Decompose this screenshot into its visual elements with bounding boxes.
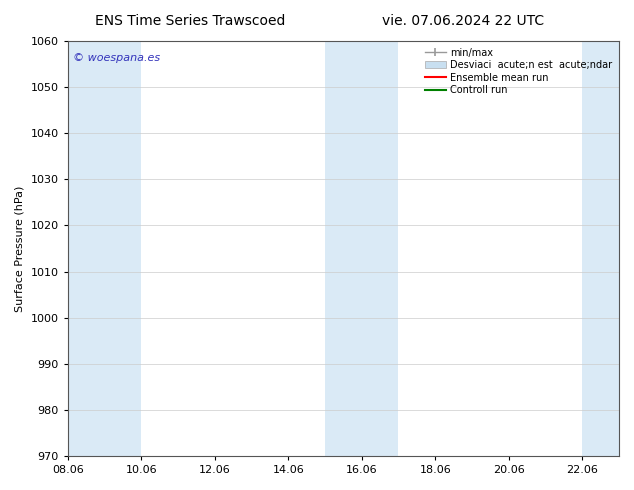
Bar <box>68 41 141 456</box>
Text: © woespana.es: © woespana.es <box>73 53 160 64</box>
Bar <box>325 41 399 456</box>
Y-axis label: Surface Pressure (hPa): Surface Pressure (hPa) <box>15 185 25 312</box>
Legend: min/max, Desviaci  acute;n est  acute;ndar, Ensemble mean run, Controll run: min/max, Desviaci acute;n est acute;ndar… <box>421 44 616 99</box>
Text: vie. 07.06.2024 22 UTC: vie. 07.06.2024 22 UTC <box>382 14 544 28</box>
Text: ENS Time Series Trawscoed: ENS Time Series Trawscoed <box>95 14 285 28</box>
Bar <box>582 41 619 456</box>
